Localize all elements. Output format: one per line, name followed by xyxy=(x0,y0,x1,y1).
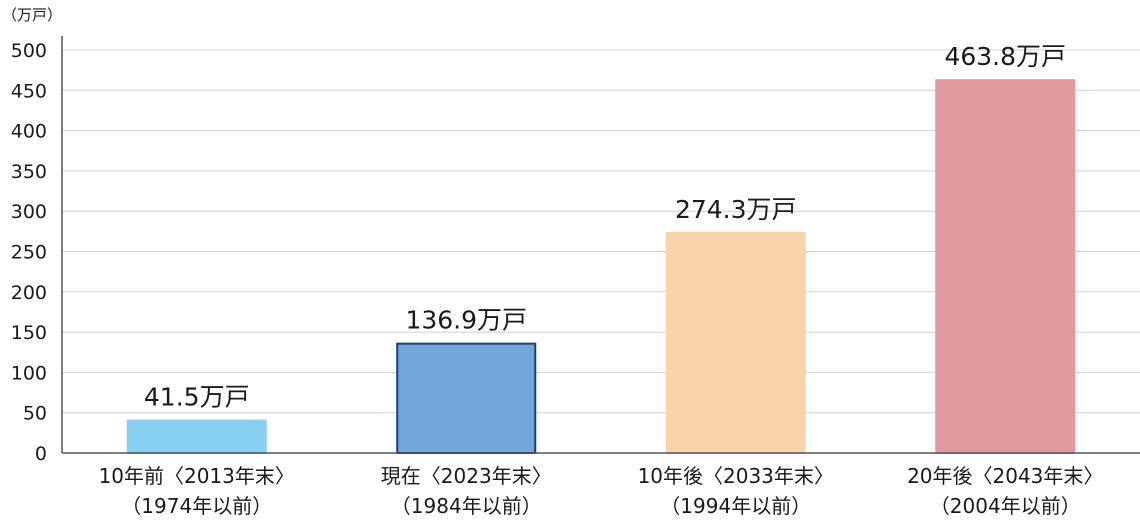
data-label-3: 274.3万戸 xyxy=(675,195,797,224)
x-category-label-4: 20年後〈2043年末〉 xyxy=(907,464,1103,488)
y-tick-label-350: 350 xyxy=(11,161,47,183)
x-category-label-1: 10年前〈2013年末〉 xyxy=(99,464,295,488)
y-tick-label-150: 150 xyxy=(11,322,47,344)
y-tick-label-300: 300 xyxy=(11,201,47,223)
y-tick-label-400: 400 xyxy=(11,121,47,143)
x-category-sublabel-3: （1994年以前） xyxy=(660,494,811,518)
x-category-labels: 10年前〈2013年末〉 （1974年以前） 現在〈2023年末〉 （1984年以前）… xyxy=(99,464,1104,518)
grid-lines xyxy=(62,49,1140,414)
x-category-sublabel-1: （1974年以前） xyxy=(121,494,272,518)
y-tick-label-250: 250 xyxy=(11,242,47,264)
bar-4 xyxy=(935,79,1076,455)
bar-2 xyxy=(396,342,537,454)
data-label-4: 463.8万戸 xyxy=(944,42,1066,71)
x-category-label-2: 現在〈2023年末〉 xyxy=(381,464,552,488)
data-labels: 41.5万戸 136.9万戸 274.3万戸 463.8万戸 xyxy=(144,42,1066,411)
y-tick-label-450: 450 xyxy=(11,80,47,102)
x-category-sublabel-4: （2004年以前） xyxy=(930,494,1081,518)
bar-1 xyxy=(126,419,267,454)
y-tick-label-0: 0 xyxy=(35,443,47,465)
y-axis-unit-label: （万戸） xyxy=(2,6,62,24)
data-label-2: 136.9万戸 xyxy=(405,306,527,335)
y-tick-label-500: 500 xyxy=(11,40,47,62)
y-tick-labels: 0 50 100 150 200 250 300 350 400 450 500 xyxy=(11,40,47,465)
y-tick-label-200: 200 xyxy=(11,282,47,304)
axes xyxy=(61,36,1140,454)
data-label-1: 41.5万戸 xyxy=(144,383,250,412)
bars xyxy=(126,79,1076,455)
y-tick-label-100: 100 xyxy=(11,362,47,384)
bar-3 xyxy=(665,231,806,454)
x-category-label-3: 10年後〈2033年末〉 xyxy=(638,464,834,488)
y-tick-label-50: 50 xyxy=(23,403,47,425)
x-category-sublabel-2: （1984年以前） xyxy=(391,494,542,518)
